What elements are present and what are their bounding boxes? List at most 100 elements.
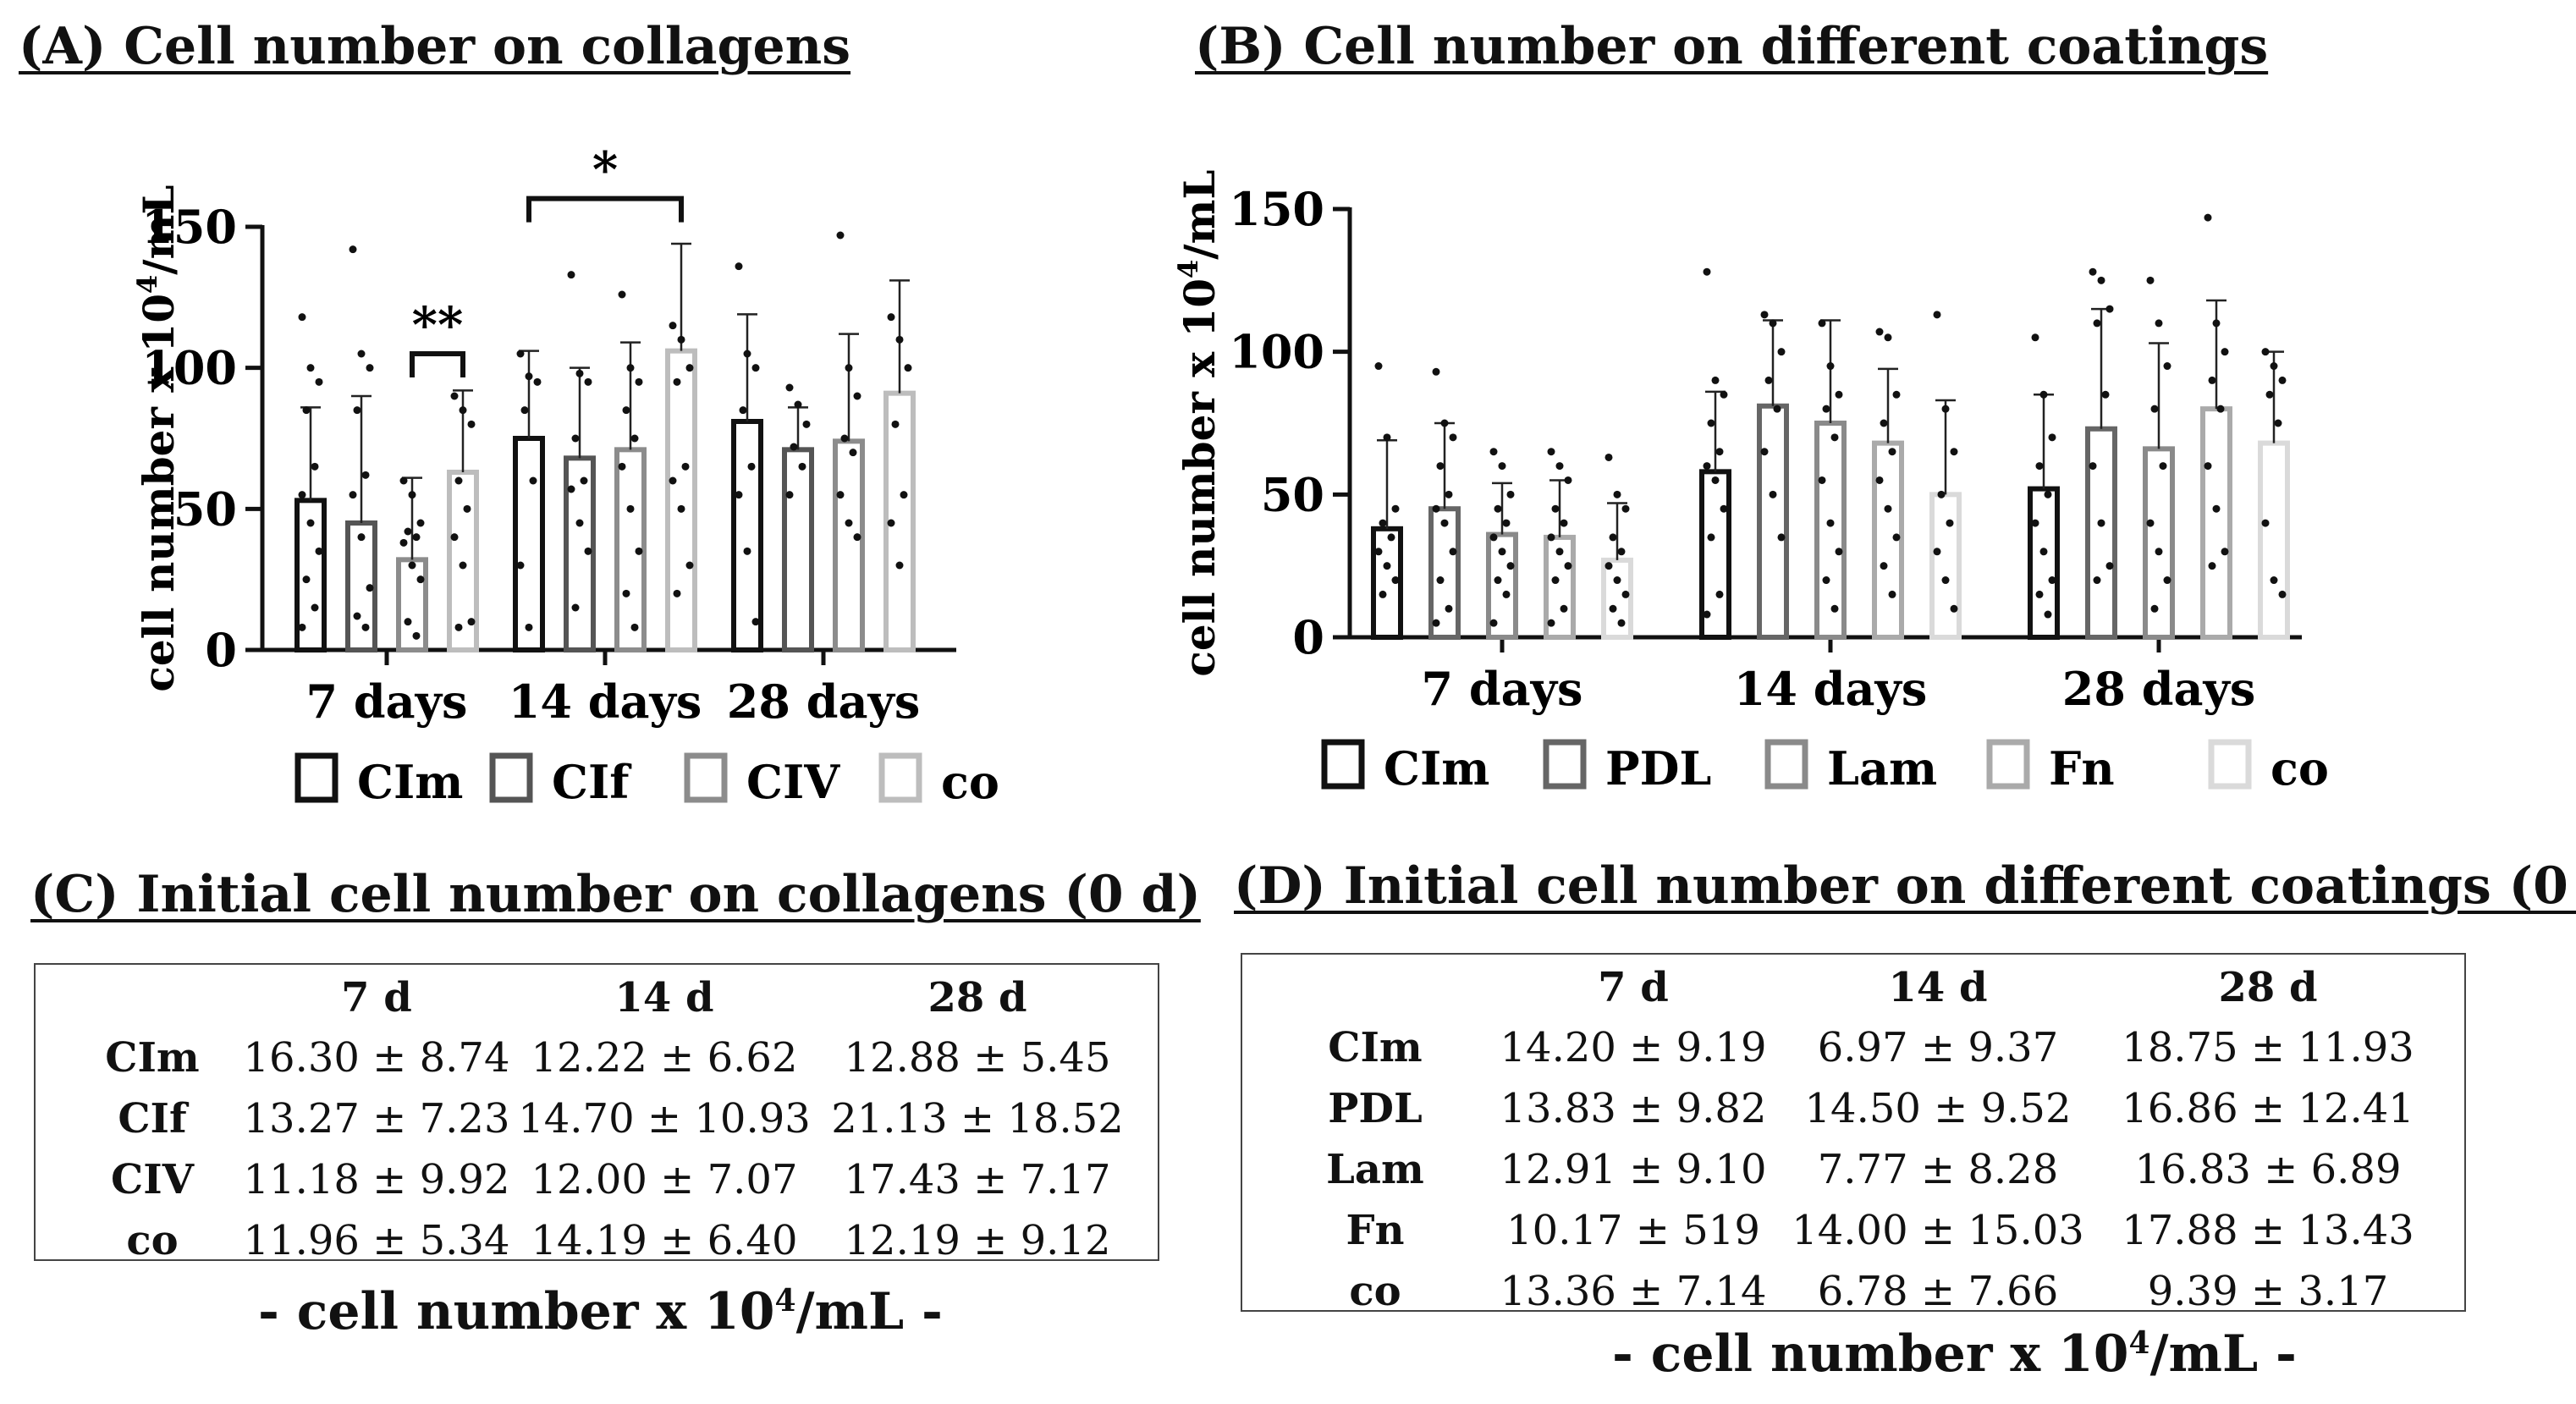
bar-lam [1814, 421, 1847, 640]
col-header: 28 d [2218, 964, 2318, 1011]
data-point [2208, 562, 2216, 570]
significance-bracket [526, 195, 684, 223]
data-point [2265, 390, 2274, 399]
data-point [1707, 419, 1715, 427]
data-point [1937, 490, 1946, 498]
data-point [673, 377, 681, 386]
data-point [1707, 533, 1715, 542]
row-label: Fn [1346, 1207, 1405, 1254]
col-header: 14 d [614, 974, 714, 1021]
data-point [1555, 548, 1564, 556]
data-point [1489, 448, 1498, 456]
data-point [1835, 390, 1843, 399]
data-point [575, 369, 584, 377]
data-point [1498, 462, 1506, 471]
data-point [404, 527, 412, 536]
table-cell: 13.27 ± 7.23 [243, 1095, 510, 1142]
y-tick-label: 50 [1261, 467, 1324, 521]
y-tick-label: 100 [141, 341, 237, 395]
data-point [751, 618, 760, 626]
data-point [1555, 462, 1564, 471]
data-point [630, 434, 639, 443]
data-point [1880, 419, 1888, 427]
data-point [1506, 490, 1515, 498]
data-point [1432, 367, 1440, 376]
data-point [1391, 504, 1400, 513]
data-point [1703, 610, 1711, 619]
data-point [1617, 548, 1626, 556]
data-point [1609, 604, 1617, 613]
legend-label: co [941, 755, 999, 809]
row-label: co [1349, 1268, 1401, 1315]
data-point [2155, 548, 2163, 556]
significance-label: ** [412, 296, 464, 354]
bar-co [1601, 557, 1633, 640]
data-point [529, 476, 537, 485]
data-point [2146, 519, 2155, 527]
data-point [525, 372, 533, 381]
col-header: 7 d [341, 974, 412, 1021]
data-point [1498, 548, 1506, 556]
row-label: PDL [1328, 1085, 1423, 1132]
data-point [1884, 504, 1892, 513]
data-point [416, 575, 425, 584]
table-row: Fn 10.17 ± 519 14.00 ± 15.03 17.88 ± 13.43 [1269, 1200, 2446, 1261]
data-point [1933, 548, 1941, 556]
data-point [895, 561, 904, 570]
legend-label: CIV [746, 755, 840, 809]
legend-swatch-pdl [1543, 739, 1587, 790]
bar-co [1929, 492, 1962, 640]
data-point [1489, 533, 1498, 542]
data-point [1445, 604, 1453, 613]
table-cell: 14.50 ± 9.52 [1804, 1085, 2072, 1132]
data-point [2278, 376, 2287, 384]
data-point [1547, 533, 1555, 542]
data-point [853, 533, 861, 542]
data-point [2089, 462, 2097, 471]
data-point [1764, 376, 1773, 384]
table-cell: 9.39 ± 3.17 [2147, 1268, 2389, 1315]
data-point [1950, 448, 1958, 456]
data-point [1564, 562, 1572, 570]
unit-exponent: 4 [774, 1283, 796, 1319]
data-point [1374, 548, 1383, 556]
data-point [1950, 604, 1958, 613]
data-point [1551, 504, 1560, 513]
data-point [315, 377, 323, 386]
data-point [1379, 519, 1387, 527]
data-point [2150, 405, 2159, 413]
data-point [459, 406, 467, 415]
bar-pdl [1428, 506, 1461, 641]
table-cell: 6.97 ± 9.37 [1817, 1024, 2059, 1071]
panel-d-table-box [1241, 953, 2466, 1312]
legend-label: Lam [1827, 741, 1937, 796]
data-point [298, 623, 306, 631]
data-point [635, 377, 643, 386]
data-point [1703, 462, 1711, 471]
legend-swatch-lam [1764, 739, 1808, 790]
data-point [1941, 576, 1950, 585]
data-point [895, 335, 904, 344]
data-point [315, 547, 323, 555]
data-point [416, 519, 425, 527]
y-tick-label: 50 [173, 482, 237, 536]
y-tick-label: 150 [1229, 182, 1324, 236]
panel-c-table: 7 d 14 d 28 d CIm 16.30 ± 8.74 12.22 ± 6.62 1… [68, 968, 1142, 1271]
data-point [366, 584, 374, 592]
data-point [571, 434, 580, 443]
y-label-exponent: 4 [131, 275, 163, 294]
data-point [1760, 448, 1769, 456]
data-point [1432, 619, 1440, 627]
bar-co [2258, 440, 2290, 641]
data-point [1830, 433, 1839, 442]
data-point [739, 406, 747, 415]
x-tick-label: 28 days [727, 674, 920, 729]
data-point [618, 462, 626, 471]
legend-label: Fn [2049, 741, 2115, 796]
row-label: CIm [105, 1034, 200, 1082]
y-tick-label: 0 [205, 623, 237, 677]
data-point [450, 533, 459, 542]
data-point [366, 364, 374, 372]
data-point [1703, 267, 1711, 276]
